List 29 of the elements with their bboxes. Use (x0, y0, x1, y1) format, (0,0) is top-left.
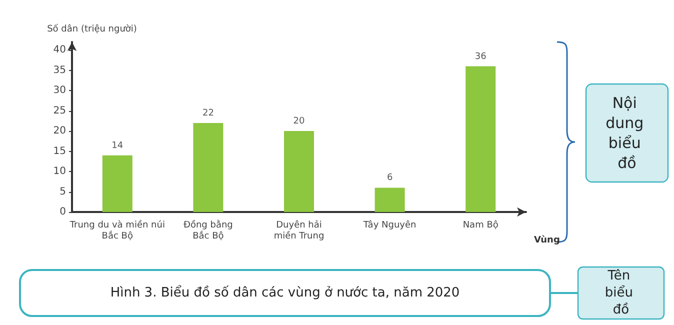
data-label: 14 (112, 140, 124, 151)
y-tick-label: 20 (53, 126, 66, 137)
text: Nội dung biểu đồ (606, 94, 648, 172)
data-label: 6 (386, 173, 393, 184)
y-tick-label: 35 (53, 64, 66, 76)
bar (193, 122, 224, 212)
bar (284, 131, 314, 212)
y-tick-label: 30 (53, 85, 66, 96)
text: Tên biểu đồ (604, 268, 638, 318)
data-label: 36 (474, 52, 487, 62)
data-label: 20 (293, 116, 305, 127)
y-tick-label: 5 (60, 186, 66, 198)
x-tick-label: Trung du và miền núi Bắc Bộ (68, 220, 165, 242)
bar (102, 155, 132, 212)
x-axis-title: Vùng (534, 234, 560, 246)
x-tick-label: Đồng bằng Bắc Bộ (183, 220, 233, 242)
bar (466, 66, 496, 212)
bar (374, 188, 405, 212)
y-tick-label: 25 (53, 105, 66, 116)
y-axis-title: Số dân (triệu người) (47, 24, 137, 34)
x-tick-label: Nam Bộ (462, 220, 499, 230)
y-tick-label: 40 (53, 44, 66, 56)
y-tick-label: 0 (60, 206, 66, 218)
y-tick-label: 10 (53, 166, 66, 178)
x-tick-label: Duyên hải miền Trung (274, 220, 324, 242)
x-tick-label: Tây Nguyên (362, 220, 416, 230)
text: Hình 3. Biểu đồ số dân các vùng ở nước ta, năm 2020 (110, 284, 460, 300)
data-label: 22 (202, 108, 214, 118)
y-tick-label: 15 (53, 146, 66, 157)
